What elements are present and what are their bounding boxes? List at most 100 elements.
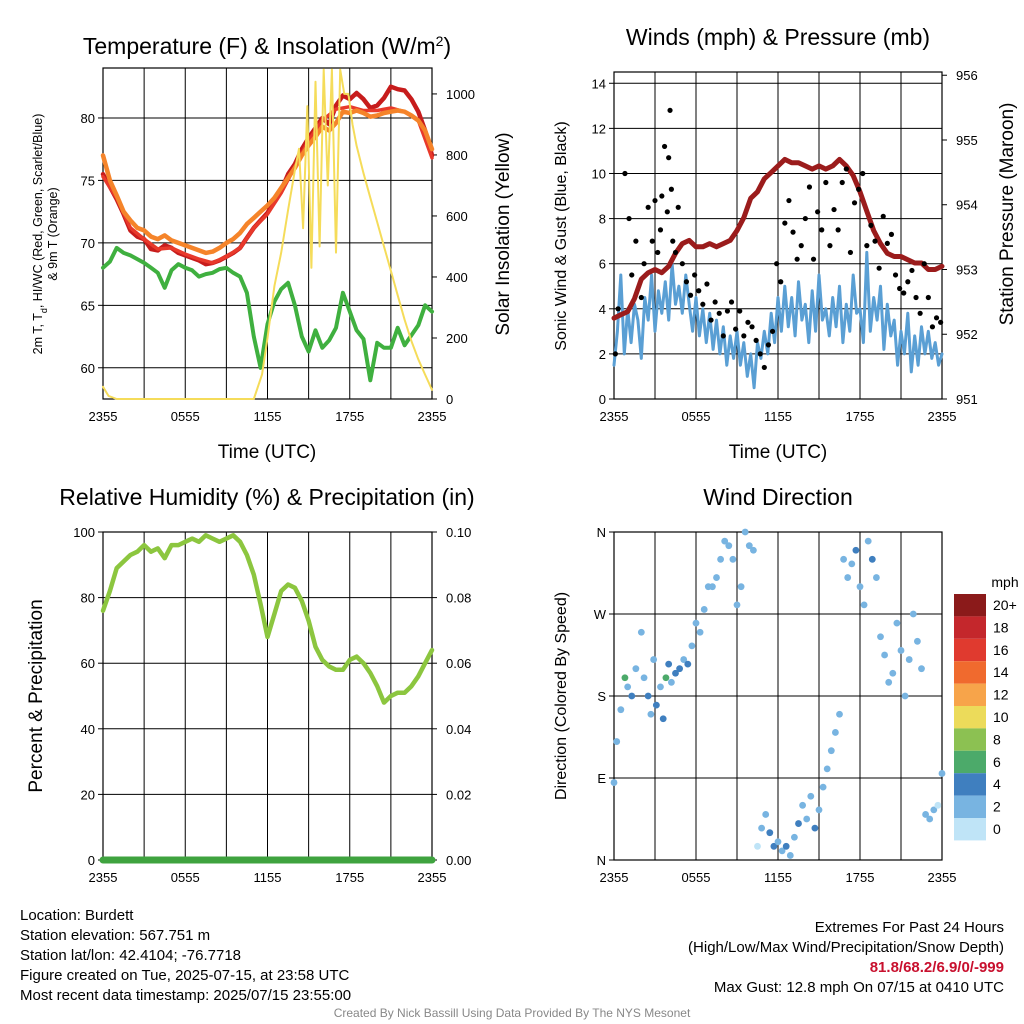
wind-gust-point xyxy=(633,238,639,244)
wind-gust-point xyxy=(737,308,743,314)
temp-xlabel: Time (UTC) xyxy=(218,442,317,463)
colorbar-label: 6 xyxy=(993,754,1001,770)
wdir-point xyxy=(922,811,929,818)
wdir-point xyxy=(721,537,729,545)
wdir-point xyxy=(885,678,893,686)
temp-y2-tick-label: 1000 xyxy=(446,87,475,102)
wind-gust-point xyxy=(716,310,722,316)
wdir-point xyxy=(815,806,823,814)
temp-x-tick-label: 2355 xyxy=(418,409,447,424)
temp-title: Temperature (F) & Insolation (W/m2) xyxy=(83,33,451,59)
wind-y-tick-label: 2 xyxy=(599,347,606,362)
wdir-point xyxy=(650,656,658,663)
wdir-point xyxy=(860,601,868,609)
temp-x-tick-label: 0555 xyxy=(171,409,200,424)
rh-x-tick-label: 2355 xyxy=(89,870,118,885)
wdir-y-tick-label: E xyxy=(597,771,606,786)
wdir-point xyxy=(672,669,679,677)
wdir-point xyxy=(637,628,645,636)
wind-gust-point xyxy=(905,279,911,285)
wdir-point xyxy=(889,669,897,677)
wind-gust-point xyxy=(872,238,878,244)
wdir-point xyxy=(926,815,934,823)
colorbar-swatch xyxy=(954,706,986,729)
colorbar-swatch xyxy=(954,773,986,796)
wind-gust-point xyxy=(880,213,886,219)
rh-y2-tick-label: 0.02 xyxy=(446,787,471,802)
wind-x-tick-label: 1755 xyxy=(846,409,875,424)
wdir-point xyxy=(786,852,794,859)
wind-gust-point xyxy=(917,310,923,316)
colorbar-swatch xyxy=(954,661,986,684)
wdir-point xyxy=(811,824,819,832)
wdir-point xyxy=(873,574,880,581)
wdir-x-tick-label: 2355 xyxy=(600,870,629,885)
temp-ylabel-part1: 2m T, T xyxy=(31,313,45,355)
wdir-point xyxy=(725,542,733,550)
wdir-y-tick-label: N xyxy=(597,525,606,540)
wdir-point xyxy=(624,683,632,691)
wdir-point xyxy=(668,678,675,686)
wdir-point xyxy=(848,560,856,568)
temp-title-sup: 2 xyxy=(436,33,444,49)
wdir-point xyxy=(717,555,724,563)
wind-gust-point xyxy=(933,315,940,321)
temp-ylabel: 2m T, Td, HI/WC (Red, Green, Scarlet/Blu… xyxy=(31,114,49,355)
wdir-point xyxy=(644,692,652,700)
wdir-point xyxy=(741,528,749,536)
temp-series-temp_9m xyxy=(100,108,435,256)
wdir-ylabel: Direction (Colored By Speed) xyxy=(553,592,570,800)
wind-gust-point xyxy=(700,301,706,307)
wind-gust-point xyxy=(664,209,670,215)
wind-gust-point xyxy=(860,170,866,177)
temp-y2-tick-label: 800 xyxy=(446,148,468,163)
temp-x-tick-label: 1755 xyxy=(335,409,364,424)
wdir-point xyxy=(762,811,770,818)
wind-gust-point xyxy=(749,324,755,330)
rh-x-tick-label: 0555 xyxy=(171,870,200,885)
temp-x-tick-label: 1155 xyxy=(254,409,282,424)
wind-gust-point xyxy=(712,299,718,305)
wind-gust-point xyxy=(847,249,854,256)
wdir-point xyxy=(676,665,683,673)
temp-y2-tick-label: 200 xyxy=(446,331,468,346)
wind-y2-tick-label: 951 xyxy=(956,392,978,407)
wdir-point xyxy=(766,829,774,837)
wind-gust-point xyxy=(823,179,829,186)
rh-y2-tick-label: 0.06 xyxy=(446,656,471,671)
wind-gust-point xyxy=(652,197,658,204)
rh-x-tick-label: 2355 xyxy=(418,870,447,885)
wind-x-tick-label: 1155 xyxy=(764,409,792,424)
wdir-point xyxy=(770,842,778,850)
wdir-point xyxy=(782,842,790,850)
wind-gust-point xyxy=(769,328,776,334)
colorbar-swatch xyxy=(954,683,986,706)
wdir-point xyxy=(610,779,618,786)
temp-y2-tick-label: 0 xyxy=(446,392,453,407)
wind-gust-point xyxy=(683,279,690,285)
wdir-point xyxy=(844,574,852,581)
wdir-title: Wind Direction xyxy=(703,484,853,510)
wdir-point xyxy=(778,847,786,855)
wdir-point xyxy=(836,710,843,718)
temp-panel: 2355 0555 1155 1755 235560657075800200400600… xyxy=(31,33,514,463)
colorbar-label: 14 xyxy=(993,664,1009,680)
colorbar-title: mph xyxy=(991,574,1018,590)
wind-gust-point xyxy=(851,200,858,206)
temp-x-tick-label: 2355 xyxy=(89,409,118,424)
wdir-point xyxy=(628,692,636,700)
wdir-point xyxy=(901,692,909,700)
wind-y-tick-label: 12 xyxy=(592,121,606,136)
wdir-y-tick-label: W xyxy=(594,607,607,622)
wdir-point xyxy=(652,701,660,709)
wind-gust-point xyxy=(657,227,664,233)
wdir-point xyxy=(840,555,847,563)
wdir-point xyxy=(807,792,815,800)
colorbar-label: 20+ xyxy=(993,597,1017,613)
rh-y-tick-label: 100 xyxy=(73,525,95,540)
rh-y-tick-label: 40 xyxy=(81,722,95,737)
wind-gust-point xyxy=(925,294,931,301)
temp-y-tick-label: 65 xyxy=(81,298,95,313)
wind-gust-point xyxy=(626,215,632,222)
credit-line: Created By Nick Bassill Using Data Provi… xyxy=(333,1006,691,1020)
